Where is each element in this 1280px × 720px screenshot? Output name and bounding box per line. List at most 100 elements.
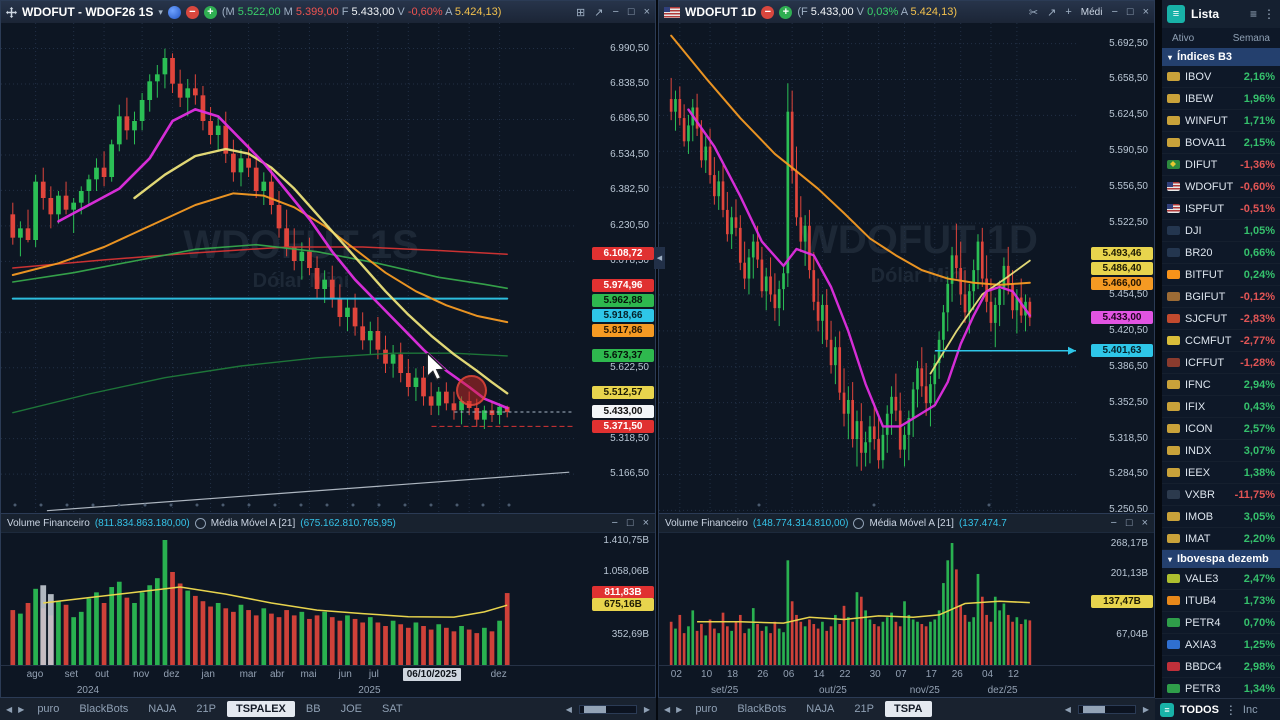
scroll-left-icon[interactable]: ◀ — [6, 704, 13, 714]
layout-tab-puro[interactable]: puro — [695, 703, 718, 715]
move-icon[interactable] — [6, 6, 17, 18]
watchlist-row[interactable]: IMOB 3,05% — [1162, 506, 1280, 528]
maximize-button[interactable]: □ — [626, 517, 634, 529]
scroll-left-icon[interactable]: ◀ — [565, 704, 572, 714]
tab-partial[interactable]: Inc — [1242, 703, 1258, 716]
watchlist-section-header[interactable]: ▾ Ibovespa dezemb — [1162, 550, 1280, 568]
minimize-button[interactable]: − — [611, 517, 618, 529]
tab-todos[interactable]: TODOS — [1180, 703, 1219, 716]
watchlist-row[interactable]: INDX 3,07% — [1162, 440, 1280, 462]
watchlist-row[interactable]: IFIX 0,43% — [1162, 396, 1280, 418]
layout-tab-21p[interactable]: 21P — [854, 703, 874, 715]
watchlist-row[interactable]: IBEW 1,96% — [1162, 88, 1280, 110]
watchlist-row[interactable]: BOVA11 2,15% — [1162, 132, 1280, 154]
maximize-button[interactable]: □ — [627, 6, 635, 18]
scroll-right-icon[interactable]: ▶ — [676, 704, 683, 714]
scroll-left-icon[interactable]: ◀ — [1064, 704, 1071, 714]
plus-circle-button[interactable]: + — [203, 5, 217, 19]
layout-tab-blackbots[interactable]: BlackBots — [79, 703, 129, 715]
watchlist-row[interactable]: BR20 0,66% — [1162, 242, 1280, 264]
grid-icon[interactable]: ⊞ — [576, 6, 586, 19]
plus-circle-button[interactable]: + — [779, 5, 793, 19]
watchlist-row[interactable]: WINFUT 1,71% — [1162, 110, 1280, 132]
watchlist-row[interactable]: ISPFUT -0,51% — [1162, 198, 1280, 220]
watchlist-row[interactable]: DIFUT -1,36% — [1162, 154, 1280, 176]
layout-tab-tspa[interactable]: TSPA — [884, 701, 932, 717]
watchlist-row[interactable]: SJCFUT -2,83% — [1162, 308, 1280, 330]
indicator-icon[interactable] — [194, 517, 206, 529]
volume-panel-header[interactable]: Volume Financeiro (811.834.863.180,00) M… — [1, 513, 655, 532]
watchlist-row[interactable]: CCMFUT -2,77% — [1162, 330, 1280, 352]
maximize-button[interactable]: □ — [1125, 517, 1133, 529]
kebab-icon[interactable]: ⋮ — [1263, 7, 1275, 21]
add-icon[interactable]: + — [1065, 6, 1072, 18]
titlebar-weekly[interactable]: WDOFUT - WDOF26 1S ▾ − + (M 5.522,00 M 5… — [1, 1, 655, 23]
sidebar-bottom-tabs[interactable]: ≡ TODOS ⋮ Inc — [1155, 698, 1280, 720]
watchlist-row[interactable]: ICFFUT -1,28% — [1162, 352, 1280, 374]
layout-tabbar-left[interactable]: ◀ ▶ puro BlackBots NAJA 21P TSPALEX BB JOE SAT ◀ ▶ — [0, 698, 656, 720]
layout-tab-blackbots[interactable]: BlackBots — [737, 703, 787, 715]
layout-tab-naja[interactable]: NAJA — [806, 703, 835, 715]
scroll-right-icon[interactable]: ▶ — [18, 704, 25, 714]
layout-tab-21p[interactable]: 21P — [196, 703, 216, 715]
minus-circle-button[interactable]: − — [761, 5, 775, 19]
titlebar-daily[interactable]: WDOFUT 1D − + (F 5.433,00 V 0,03% A 5.42… — [659, 1, 1154, 23]
time-axis-daily[interactable]: 02 10 18 26 06 14 22 30 07 17 26 04 12 set/25 out/25 no… — [659, 665, 1154, 701]
minimize-button[interactable]: − — [612, 6, 619, 18]
layout-tabbar-right[interactable]: ◀ ▶ puro BlackBots NAJA 21P TSPA ◀ ▶ — [658, 698, 1155, 720]
watchlist-row[interactable]: PETR4 0,70% — [1162, 612, 1280, 634]
watchlist-row[interactable]: IFNC 2,94% — [1162, 374, 1280, 396]
watchlist-row[interactable]: IMAT 2,20% — [1162, 528, 1280, 550]
popout-icon[interactable]: ↗ — [1047, 6, 1057, 19]
layout-tab-puro[interactable]: puro — [37, 703, 60, 715]
watchlist-row[interactable]: AXIA3 1,25% — [1162, 634, 1280, 656]
scroll-left-icon[interactable]: ◀ — [664, 704, 671, 714]
layout-tab-bb[interactable]: BB — [305, 703, 321, 715]
popout-icon[interactable]: ↗ — [594, 6, 604, 19]
watchlist-row[interactable]: BITFUT 0,24% — [1162, 264, 1280, 286]
menu-icon[interactable]: ≡ — [1249, 7, 1257, 21]
watchlist-row[interactable]: VALE3 2,47% — [1162, 568, 1280, 590]
collapse-panel-button[interactable]: ◀ — [654, 247, 665, 269]
layout-tab-naja[interactable]: NAJA — [148, 703, 177, 715]
volume-chart-weekly[interactable]: 1.410,75B 1.058,06B 352,69B 811,83B 675,16B — [1, 532, 655, 665]
close-button[interactable]: × — [643, 6, 650, 18]
close-button[interactable]: × — [642, 517, 649, 529]
volume-panel-header[interactable]: Volume Financeiro (148.774.314.810,00) M… — [659, 513, 1154, 532]
scroll-right-icon[interactable]: ▶ — [643, 704, 650, 714]
tab-scrollbar-thumb[interactable] — [1082, 705, 1105, 713]
watchlist-row[interactable]: IEEX 1,38% — [1162, 462, 1280, 484]
layout-tab-joe[interactable]: JOE — [340, 703, 362, 715]
close-button[interactable]: × — [1142, 6, 1149, 18]
tab-scrollbar[interactable] — [1077, 704, 1136, 714]
watchlist-row[interactable]: IBOV 2,16% — [1162, 66, 1280, 88]
volume-chart-daily[interactable]: 268,17B 201,13B 67,04B 137,47B — [659, 532, 1154, 665]
watchlist-row[interactable]: ICON 2,57% — [1162, 418, 1280, 440]
watchlist-row[interactable]: VXBR -11,75% — [1162, 484, 1280, 506]
price-chart-daily[interactable]: WDOFUT 1D Dólar Mini 5.692,50 5.658,50 5.6… — [659, 23, 1154, 513]
close-button[interactable]: × — [1141, 517, 1148, 529]
tab-scrollbar-thumb[interactable] — [583, 705, 606, 713]
watchlist-row[interactable]: ITUB4 1,73% — [1162, 590, 1280, 612]
watchlist-row[interactable]: PETR3 1,34% — [1162, 678, 1280, 698]
indicator-icon[interactable] — [853, 517, 865, 529]
watchlist-row[interactable]: BGIFUT -0,12% — [1162, 286, 1280, 308]
layout-tab-sat[interactable]: SAT — [381, 703, 403, 715]
minus-circle-button[interactable]: − — [185, 5, 199, 19]
price-chart-weekly[interactable]: WDOFUT 1S Dólar Mini 6.990,50 6.838,50 6.6… — [1, 23, 655, 513]
maximize-button[interactable]: □ — [1126, 6, 1134, 18]
selected-date-box[interactable]: 06/10/2025 — [402, 668, 461, 681]
watchlist-row[interactable]: WDOFUT -0,60% — [1162, 176, 1280, 198]
tab-scrollbar[interactable] — [578, 704, 637, 714]
scroll-right-icon[interactable]: ▶ — [1142, 704, 1149, 714]
watchlist-row[interactable]: BBDC4 2,98% — [1162, 656, 1280, 678]
column-ativo[interactable]: Ativo — [1172, 32, 1195, 44]
scissors-icon[interactable]: ✂ — [1028, 6, 1039, 19]
watchlist-section-header[interactable]: ▾ Índices B3 — [1162, 48, 1280, 66]
chevron-down-icon[interactable]: ▾ — [158, 6, 163, 17]
layout-tab-tspalex[interactable]: TSPALEX — [226, 701, 295, 717]
minimize-button[interactable]: − — [1110, 517, 1117, 529]
time-axis-weekly[interactable]: ago set out nov dez jan mar abr mai jun jul dez 2024… — [1, 665, 655, 701]
column-semana[interactable]: Semana — [1232, 32, 1270, 44]
watchlist-row[interactable]: DJI 1,05% — [1162, 220, 1280, 242]
